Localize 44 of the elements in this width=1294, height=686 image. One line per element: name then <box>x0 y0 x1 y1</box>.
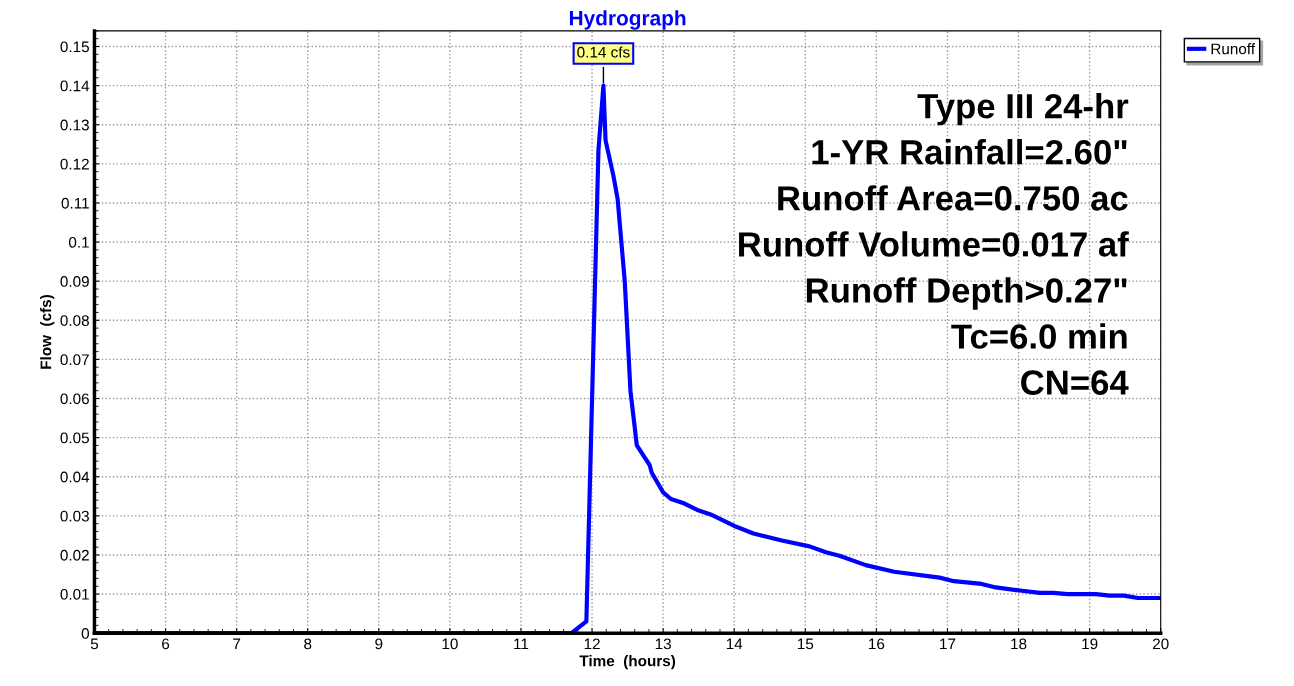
y-tick-label: 0.07 <box>60 354 89 366</box>
y-tick-label: 0 <box>81 628 89 639</box>
x-tick-label: 6 <box>162 638 170 650</box>
annotation: Runoff Depth>0.27" <box>806 277 1127 310</box>
y-tick-label: 0.1 <box>68 236 89 248</box>
y-tick-label: 0.05 <box>60 432 89 444</box>
annotation: Runoff Volume=0.017 af <box>739 231 1129 257</box>
x-tick-label: 20 <box>1152 638 1169 650</box>
x-tick-label: 16 <box>869 638 885 650</box>
y-tick-label: 0.09 <box>60 276 89 287</box>
annotation: 1-YR Rainfall=2.60" <box>812 139 1127 165</box>
y-tick-label: 0.02 <box>60 549 89 561</box>
y-tick-label: 0.03 <box>60 510 89 522</box>
y-tick-label: 0.01 <box>60 588 89 600</box>
x-tick-label: 13 <box>655 638 671 650</box>
x-tick-label: 11 <box>514 638 529 650</box>
y-tick-label: 0.08 <box>60 315 89 326</box>
y-tick-label: 0.15 <box>60 41 89 53</box>
x-tick-label: 12 <box>584 638 600 650</box>
chart-title: Hydrograph <box>569 10 686 30</box>
legend-label: Runoff <box>1211 43 1256 55</box>
annotation: Tc=6.0 min <box>951 323 1127 349</box>
x-tick-label: 9 <box>375 638 383 650</box>
annotation: CN=64 <box>1021 370 1129 395</box>
x-tick-label: 5 <box>90 638 99 650</box>
x-axis-title: Time (hours) <box>579 655 676 670</box>
x-tick-label: 8 <box>304 638 312 650</box>
x-tick-label: 14 <box>726 638 743 650</box>
y-tick-label: 0.13 <box>60 119 89 131</box>
x-tick-label: 7 <box>233 638 241 650</box>
x-tick-label: 18 <box>1011 638 1027 650</box>
annotation: Type III 24-hr <box>917 92 1129 126</box>
y-tick-label: 0.04 <box>60 471 90 483</box>
x-tick-label: 17 <box>940 638 956 650</box>
annotation: Runoff Area=0.750 ac <box>778 185 1128 211</box>
x-tick-label: 15 <box>797 638 814 650</box>
y-axis-title: Flow (cfs) <box>40 295 55 369</box>
x-tick-label: 10 <box>442 638 458 650</box>
y-tick-label: 0.12 <box>60 158 89 170</box>
y-tick-label: 0.06 <box>60 393 89 405</box>
y-tick-label: 0.11 <box>61 197 89 209</box>
x-tick-label: 19 <box>1082 638 1098 650</box>
y-tick-label: 0.14 <box>60 80 90 92</box>
annotation: 0.14 cfs <box>577 46 630 58</box>
